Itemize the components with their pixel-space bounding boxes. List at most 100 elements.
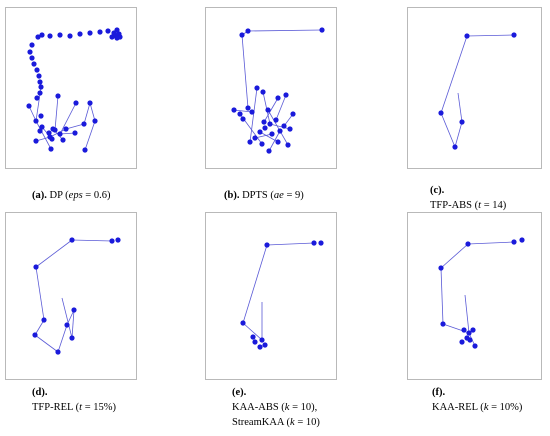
trajectory-point: [466, 330, 472, 336]
trajectory-a: [26, 27, 123, 153]
trajectory-point: [262, 125, 268, 131]
trajectory-point: [438, 265, 444, 271]
trajectory-point: [63, 126, 69, 132]
trajectory-point: [311, 240, 317, 246]
trajectory-c: [438, 32, 517, 150]
trajectory-point: [57, 32, 63, 38]
trajectory-point: [49, 136, 55, 142]
trajectory-segment: [454, 121, 463, 148]
trajectory-segment: [275, 94, 287, 121]
trajectory-segment: [247, 29, 323, 32]
trajectory-point: [37, 90, 43, 96]
trajectory-segment: [28, 105, 37, 122]
trajectory-point: [464, 335, 470, 341]
caption-e: (e). KAA-ABS (k = 10), StreamKAA (k = 10…: [232, 387, 320, 428]
trajectory-point: [319, 27, 325, 33]
trajectory-point: [69, 237, 75, 243]
trajectory-segment: [34, 334, 59, 353]
trajectory-point: [273, 117, 279, 123]
panel-b: [205, 7, 337, 169]
trajectory-segment: [71, 309, 75, 339]
trajectory-point: [231, 107, 237, 113]
trajectory-point: [92, 118, 98, 124]
trajectory-segment: [268, 130, 281, 152]
trajectory-segment: [65, 123, 85, 130]
trajectory-segment: [269, 123, 291, 130]
trajectory-point: [259, 141, 265, 147]
caption-c: (c). TFP-ABS (t = 14): [430, 185, 507, 211]
trajectory-segment: [233, 109, 253, 113]
trajectory-segment: [440, 35, 468, 114]
trajectory-point: [465, 241, 471, 247]
trajectory-segment: [83, 102, 91, 125]
caption-label: (c).: [430, 185, 445, 196]
caption-label: (f).: [432, 387, 446, 398]
trajectory-point: [34, 95, 40, 101]
trajectory-point: [67, 33, 73, 39]
trajectory-point: [114, 27, 120, 33]
trajectory-point: [252, 135, 258, 141]
caption-label: (e).: [232, 387, 247, 398]
trajectory-point: [318, 240, 324, 246]
trajectory-point: [97, 29, 103, 35]
trajectory-point: [459, 119, 465, 125]
trajectory-segment: [61, 297, 73, 339]
caption-label: (a).: [32, 190, 47, 201]
trajectory-segment: [89, 102, 96, 122]
trajectory-point: [37, 79, 43, 85]
trajectory-point: [285, 142, 291, 148]
trajectory-point: [250, 334, 256, 340]
trajectory-point: [283, 92, 289, 98]
trajectory-point: [33, 264, 39, 270]
trajectory-segment: [241, 34, 249, 109]
caption-b: (b). DPTS (ae = 9): [224, 190, 304, 201]
trajectory-segment: [440, 112, 456, 148]
caption-f: (f). KAA-REL (k = 10%): [432, 387, 523, 413]
trajectory-point: [240, 320, 246, 326]
trajectory-e: [240, 240, 324, 350]
trajectory-point: [254, 85, 260, 91]
trajectory-point: [33, 118, 39, 124]
trajectory-point: [36, 73, 42, 79]
trajectory-segment: [457, 92, 463, 123]
trajectory-point: [46, 130, 52, 136]
trajectory-point: [249, 109, 255, 115]
trajectory-point: [69, 335, 75, 341]
trajectory-segment: [59, 102, 77, 135]
trajectory-point: [55, 93, 61, 99]
panel-e: [205, 212, 337, 380]
trajectory-segment: [440, 243, 469, 269]
trajectory-b: [231, 27, 325, 154]
trajectory-point: [259, 337, 265, 343]
trajectory-point: [38, 113, 44, 119]
trajectory-segment: [34, 319, 45, 336]
trajectory-segment: [254, 133, 273, 139]
trajectory-point: [519, 237, 525, 243]
trajectory-point: [440, 321, 446, 327]
trajectory-point: [32, 332, 38, 338]
trajectory-segment: [35, 266, 45, 321]
trajectory-point: [27, 49, 33, 55]
trajectory-point: [72, 130, 78, 136]
trajectory-point: [257, 129, 263, 135]
trajectory-segment: [71, 239, 113, 242]
trajectory-point: [105, 28, 111, 34]
trajectory-segment: [35, 239, 73, 268]
trajectory-point: [245, 28, 251, 34]
trajectory-point: [57, 131, 63, 137]
trajectory-point: [87, 100, 93, 106]
trajectory-point: [459, 339, 465, 345]
trajectory-point: [245, 105, 251, 111]
trajectory-point: [472, 343, 478, 349]
panel-c: [407, 7, 542, 169]
trajectory-point: [511, 239, 517, 245]
trajectory-point: [275, 95, 281, 101]
caption-label: (d).: [32, 387, 48, 398]
trajectory-segment: [242, 244, 268, 324]
trajectory-segment: [464, 294, 470, 334]
trajectory-point: [109, 34, 115, 40]
trajectory-segment: [84, 120, 96, 151]
trajectory-point: [277, 128, 283, 134]
trajectory-point: [109, 238, 115, 244]
trajectory-point: [77, 31, 83, 37]
